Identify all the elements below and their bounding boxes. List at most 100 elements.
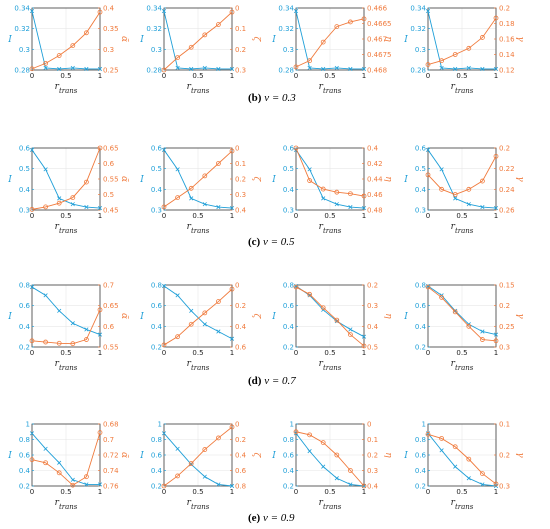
series-ζ-point (202, 32, 208, 38)
left-tick-label: 0.8 (19, 282, 30, 290)
right-tick-label: 0.5 (103, 191, 114, 199)
x-tick-label: 0.5 (192, 349, 203, 357)
series-I-line (427, 433, 497, 487)
series-ζ-point (175, 334, 181, 340)
left-tick-label: 0.3 (151, 207, 162, 215)
left-tick-label: 0.2 (151, 344, 162, 352)
series-α̃-point (43, 339, 48, 345)
x-tick-label: 0.5 (324, 72, 335, 80)
series-I-line (427, 149, 497, 209)
series-I-point (175, 65, 180, 71)
left-tick-label: 0.3 (415, 46, 426, 54)
series-I-point (348, 205, 353, 210)
x-tick-label: 0 (294, 212, 298, 220)
series-ζ-point (175, 55, 181, 60)
series-η-point (361, 343, 367, 349)
series-η-point (361, 193, 367, 199)
series-α̃-point (56, 470, 62, 476)
series-I-point (161, 283, 167, 289)
series-I-point (453, 196, 458, 201)
left-tick-label: 0.3 (151, 46, 162, 54)
right-axis-label: ζ (251, 453, 261, 459)
right-tick-label: 0.2 (367, 282, 378, 290)
x-tick-label: 1 (98, 349, 102, 357)
plot-frame (295, 284, 365, 348)
series-I-point (348, 327, 353, 332)
x-axis-label: rtrans (55, 359, 78, 372)
series-γ-point (452, 192, 458, 197)
right-tick-label: 0.6 (103, 160, 115, 168)
series-I-line (163, 285, 233, 340)
left-tick-label: 0.8 (415, 436, 426, 444)
series-ζ-line (163, 11, 233, 71)
right-tick-label: 0.2 (499, 302, 510, 310)
series-α̃-point (43, 204, 48, 210)
x-axis-label: rtrans (187, 222, 210, 235)
series-I-point (57, 460, 62, 465)
x-tick-label: 1 (230, 212, 234, 220)
series-η-point (334, 452, 340, 458)
right-tick-label: 0.16 (499, 36, 515, 44)
series-I-point (439, 65, 444, 71)
series-ζ-point (215, 299, 221, 304)
left-tick-label: 0.2 (283, 483, 294, 491)
left-tick-label: 0.4 (415, 323, 427, 331)
series-α̃-point (56, 200, 62, 206)
series-γ-point (466, 186, 472, 192)
x-tick-label: 0.5 (324, 212, 335, 220)
left-tick-label: 0.28 (146, 67, 162, 75)
x-tick-label: 0 (426, 212, 430, 220)
series-I-line (31, 433, 100, 485)
x-axis-label: rtrans (319, 359, 342, 372)
right-tick-label: 0.42 (367, 160, 383, 168)
series-α̃-point (84, 179, 89, 185)
series-γ-point (493, 338, 499, 344)
series-I-point (348, 66, 353, 72)
right-tick-label: 0.4 (235, 452, 247, 460)
caption-d: (d) ν = 0.7 (248, 375, 296, 387)
x-tick-label: 1 (494, 212, 498, 220)
right-tick-label: 0.12 (499, 67, 515, 75)
right-tick-label: 0.18 (499, 20, 515, 28)
panel-e-4: 0.2 0.4 0.6 0.8 1 0.1 0.2 0.3 0 0.5 1 rtrans I γ (403, 421, 525, 512)
left-tick-label: 0.5 (283, 165, 294, 173)
series-I-point (84, 482, 89, 487)
series-η-point (320, 186, 326, 192)
right-axis-label: α̃ (119, 36, 130, 42)
x-tick-label: 1 (98, 72, 102, 80)
series-η-point (320, 440, 326, 446)
panel-b-3: 0.28 0.3 0.32 0.34 0.466 0.4665 0.467 0.4675 0.4… (271, 5, 393, 96)
left-tick-label: 0.4 (19, 467, 31, 475)
series-I-point (84, 66, 89, 72)
series-ζ-point (161, 483, 167, 489)
left-tick-label: 0.3 (19, 46, 30, 54)
left-tick-label: 0.6 (151, 145, 163, 153)
series-I-point (97, 205, 103, 211)
series-I-point (202, 202, 207, 207)
right-tick-label: 0.4 (103, 5, 115, 13)
x-tick-label: 0 (30, 72, 34, 80)
series-I-point (321, 196, 326, 201)
left-axis-label: I (271, 35, 276, 45)
series-I-point (229, 205, 235, 211)
left-tick-label: 0.6 (151, 452, 163, 460)
series-I-point (216, 205, 221, 210)
left-tick-label: 0.8 (283, 282, 294, 290)
left-tick-label: 0.3 (415, 207, 426, 215)
right-tick-label: 0.2 (235, 436, 246, 444)
x-tick-label: 0 (30, 488, 34, 496)
right-tick-label: 0.55 (103, 176, 119, 184)
right-tick-label: 0.2 (235, 46, 246, 54)
x-axis-label: rtrans (55, 82, 78, 95)
series-I-point (466, 202, 471, 207)
left-tick-label: 0.2 (151, 483, 162, 491)
right-axis-label: ζ (251, 37, 261, 43)
right-tick-label: 0.7 (103, 436, 114, 444)
caption-d-text: ν = 0.7 (264, 375, 296, 387)
series-α̃-line (31, 11, 101, 70)
right-tick-label: 0.2 (499, 5, 510, 13)
series-η-point (293, 429, 299, 435)
left-tick-label: 0.8 (283, 436, 294, 444)
